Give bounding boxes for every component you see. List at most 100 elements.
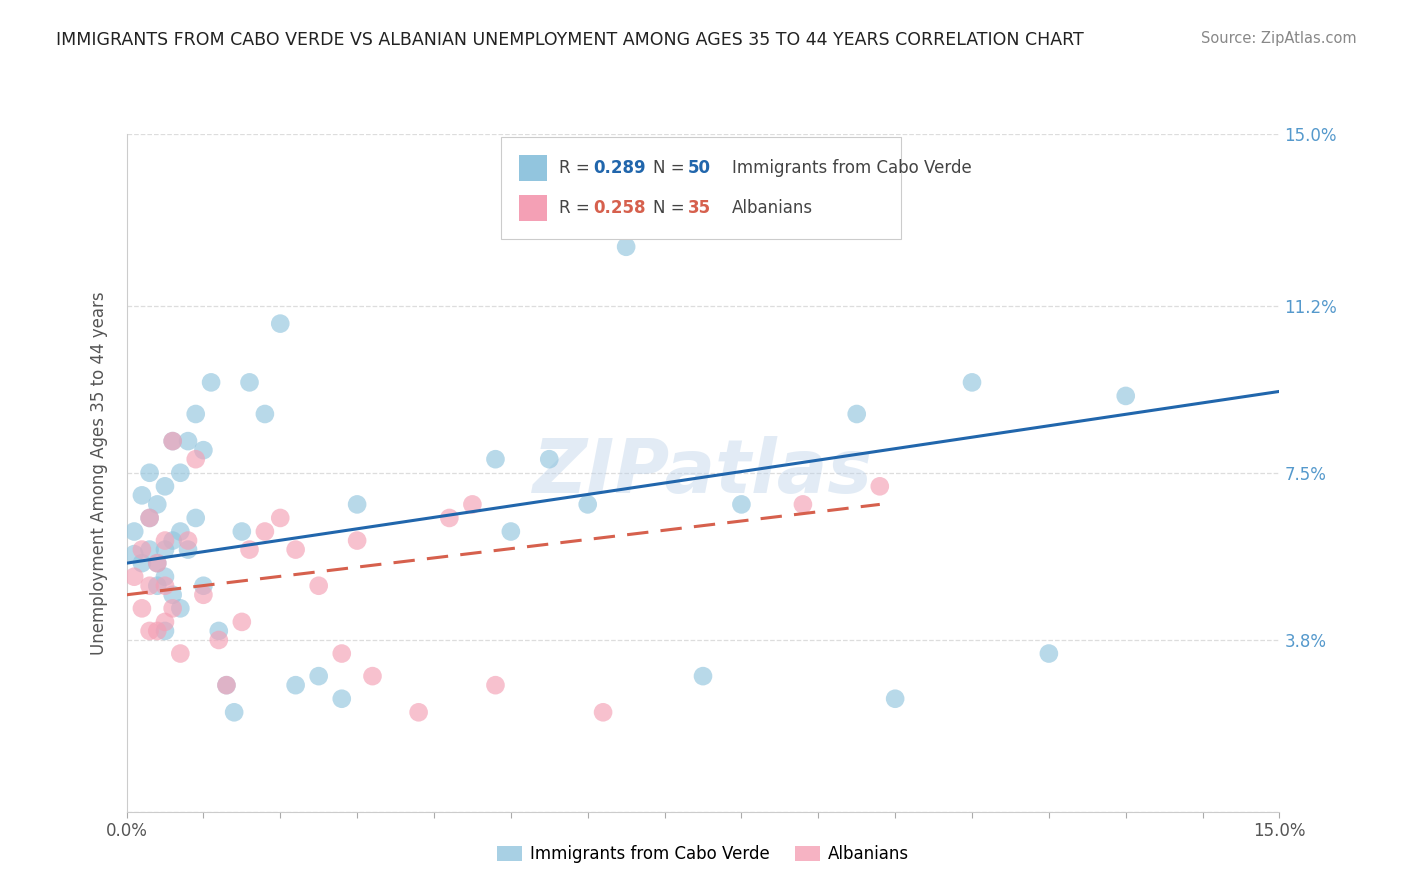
- Text: ZIPatlas: ZIPatlas: [533, 436, 873, 509]
- Point: [845, 407, 868, 421]
- Point: [162, 533, 184, 548]
- Point: [224, 706, 246, 720]
- Point: [169, 601, 191, 615]
- Point: [146, 579, 169, 593]
- Point: [215, 678, 238, 692]
- Point: [208, 624, 231, 638]
- Point: [138, 511, 160, 525]
- Point: [131, 601, 153, 615]
- Point: [792, 497, 814, 511]
- Point: [576, 497, 599, 511]
- Point: [146, 556, 169, 570]
- Point: [138, 624, 160, 638]
- Point: [131, 556, 153, 570]
- Point: [1038, 647, 1060, 661]
- Point: [208, 632, 231, 647]
- Point: [439, 511, 461, 525]
- Point: [153, 570, 176, 584]
- Point: [146, 624, 169, 638]
- Y-axis label: Unemployment Among Ages 35 to 44 years: Unemployment Among Ages 35 to 44 years: [90, 291, 108, 655]
- Point: [238, 376, 260, 390]
- Point: [869, 479, 891, 493]
- Point: [193, 588, 215, 602]
- Point: [200, 376, 222, 390]
- Point: [153, 624, 176, 638]
- Point: [592, 706, 614, 720]
- Text: N =: N =: [654, 159, 690, 177]
- Point: [692, 669, 714, 683]
- Legend: Immigrants from Cabo Verde, Albanians: Immigrants from Cabo Verde, Albanians: [488, 837, 918, 871]
- Point: [499, 524, 522, 539]
- Text: IMMIGRANTS FROM CABO VERDE VS ALBANIAN UNEMPLOYMENT AMONG AGES 35 TO 44 YEARS CO: IMMIGRANTS FROM CABO VERDE VS ALBANIAN U…: [56, 31, 1084, 49]
- Point: [138, 511, 160, 525]
- Point: [153, 479, 176, 493]
- Text: R =: R =: [560, 159, 595, 177]
- Point: [960, 376, 983, 390]
- Point: [177, 533, 200, 548]
- Point: [153, 542, 176, 557]
- Point: [162, 434, 184, 449]
- Point: [484, 452, 506, 467]
- Point: [884, 691, 907, 706]
- Point: [308, 669, 330, 683]
- Point: [461, 497, 484, 511]
- FancyBboxPatch shape: [501, 137, 901, 239]
- Point: [177, 542, 200, 557]
- Point: [184, 407, 207, 421]
- Point: [193, 579, 215, 593]
- Text: N =: N =: [654, 200, 690, 218]
- Point: [253, 407, 276, 421]
- FancyBboxPatch shape: [519, 195, 547, 221]
- Point: [330, 691, 353, 706]
- Point: [122, 570, 145, 584]
- Point: [153, 533, 176, 548]
- Point: [538, 452, 561, 467]
- Point: [162, 588, 184, 602]
- Point: [1115, 389, 1137, 403]
- Text: Albanians: Albanians: [731, 200, 813, 218]
- Point: [614, 240, 637, 254]
- Point: [153, 579, 176, 593]
- Point: [231, 615, 253, 629]
- Point: [231, 524, 253, 539]
- Point: [215, 678, 238, 692]
- Point: [330, 647, 353, 661]
- Point: [153, 615, 176, 629]
- Point: [269, 317, 291, 331]
- Point: [284, 542, 307, 557]
- Point: [184, 511, 207, 525]
- Text: 0.289: 0.289: [593, 159, 647, 177]
- Point: [408, 706, 430, 720]
- Point: [238, 542, 260, 557]
- Point: [146, 497, 169, 511]
- Point: [346, 497, 368, 511]
- Point: [269, 511, 291, 525]
- Text: Source: ZipAtlas.com: Source: ZipAtlas.com: [1201, 31, 1357, 46]
- Point: [308, 579, 330, 593]
- Point: [162, 601, 184, 615]
- Point: [184, 452, 207, 467]
- Point: [162, 434, 184, 449]
- Point: [169, 466, 191, 480]
- Point: [177, 434, 200, 449]
- Point: [346, 533, 368, 548]
- Point: [484, 678, 506, 692]
- Point: [122, 524, 145, 539]
- Text: 50: 50: [688, 159, 711, 177]
- Point: [122, 547, 145, 561]
- Point: [169, 647, 191, 661]
- Point: [169, 524, 191, 539]
- Point: [138, 542, 160, 557]
- Point: [730, 497, 752, 511]
- Point: [361, 669, 384, 683]
- Point: [284, 678, 307, 692]
- Text: Immigrants from Cabo Verde: Immigrants from Cabo Verde: [731, 159, 972, 177]
- Point: [138, 466, 160, 480]
- Point: [193, 443, 215, 458]
- Point: [253, 524, 276, 539]
- Point: [138, 579, 160, 593]
- Point: [146, 556, 169, 570]
- Point: [131, 542, 153, 557]
- FancyBboxPatch shape: [519, 155, 547, 180]
- Point: [131, 488, 153, 502]
